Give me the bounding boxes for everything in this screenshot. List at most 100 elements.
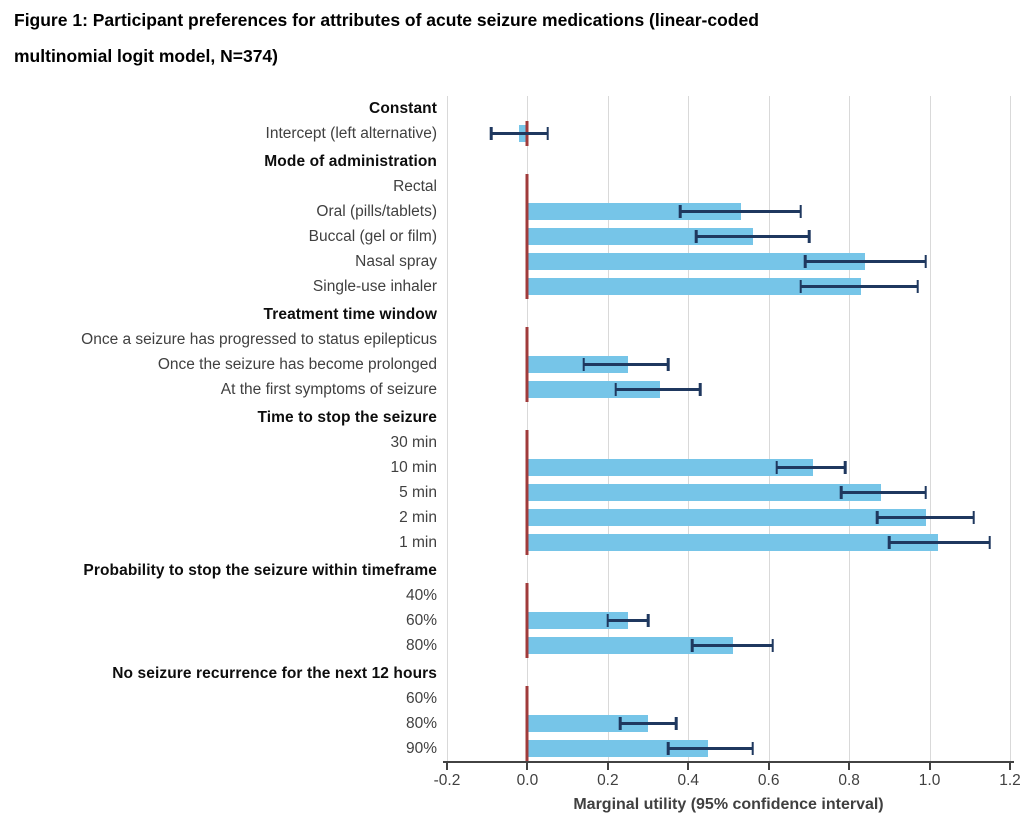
utility-bar <box>527 381 661 398</box>
group-header: Mode of administration <box>264 153 437 170</box>
error-bar-cap <box>646 614 650 627</box>
category-rows: Constant Intercept (left alternative) Mode… <box>0 96 1032 761</box>
error-bar <box>692 644 773 647</box>
axis-tick <box>687 763 690 770</box>
x-axis-line <box>443 761 1014 763</box>
gridline <box>929 96 931 761</box>
error-bar-cap <box>916 280 919 293</box>
error-bar-cap <box>751 742 754 755</box>
category-label: At the first symptoms of seizure <box>220 381 437 398</box>
plot-cell <box>447 352 1010 377</box>
plot-cell <box>447 736 1010 761</box>
group-header-row: Time to stop the seizure <box>0 405 1032 430</box>
zero-reference-line <box>525 583 529 608</box>
error-bar <box>776 466 846 469</box>
error-bar <box>889 541 990 544</box>
category-row: 90% <box>0 736 1032 761</box>
plot-cell <box>447 302 1010 327</box>
category-label: 80% <box>405 637 437 654</box>
utility-bar <box>527 253 866 270</box>
plot-cell <box>447 224 1010 249</box>
error-bar <box>619 722 677 725</box>
axis-tick-label: 0.8 <box>838 772 860 789</box>
zero-reference-line <box>525 352 529 377</box>
plot-cell <box>447 174 1010 199</box>
zero-reference-line <box>525 530 529 555</box>
category-row: 80% <box>0 633 1032 658</box>
error-bar-cap <box>489 127 493 140</box>
error-bar <box>615 388 701 391</box>
plot-cell <box>447 121 1010 146</box>
plot-cell <box>447 686 1010 711</box>
category-row: 60% <box>0 686 1032 711</box>
error-bar-cap <box>775 461 779 474</box>
plot-cell <box>447 633 1010 658</box>
category-row: 1 min <box>0 530 1032 555</box>
category-row: 2 min <box>0 505 1032 530</box>
category-row: 5 min <box>0 480 1032 505</box>
error-bar <box>668 747 753 750</box>
plot-cell <box>447 149 1010 174</box>
utility-bar <box>527 715 649 732</box>
utility-bar <box>527 740 709 757</box>
group-header-row: No seizure recurrence for the next 12 ho… <box>0 661 1032 686</box>
plot-cell <box>447 327 1010 352</box>
plot-cell <box>447 274 1010 299</box>
axis-tick-label: 1.0 <box>918 772 941 789</box>
group-header: Treatment time window <box>263 306 437 323</box>
category-row: Once a seizure has progressed to status … <box>0 327 1032 352</box>
category-label: Once a seizure has progressed to status … <box>81 331 437 348</box>
error-bar <box>491 132 548 135</box>
plot-cell <box>447 505 1010 530</box>
axis-tick-label: 1.2 <box>999 772 1021 789</box>
category-label: Nasal spray <box>355 253 437 270</box>
category-label: 30 min <box>390 434 437 451</box>
category-label: Once the seizure has become prolonged <box>157 356 437 373</box>
gridline <box>1010 96 1011 761</box>
error-bar-cap <box>606 614 610 627</box>
group-header-row: Constant <box>0 96 1032 121</box>
gridline <box>447 96 448 761</box>
group-header: Time to stop the seizure <box>257 409 437 426</box>
category-label: Oral (pills/tablets) <box>316 203 437 220</box>
error-bar-cap <box>674 717 678 730</box>
figure-title-line-2: multinomial logit model, N=374) <box>14 46 278 66</box>
error-bar-cap <box>666 358 670 371</box>
axis-tick <box>606 763 609 770</box>
zero-reference-line <box>525 480 529 505</box>
plot-cell <box>447 583 1010 608</box>
axis-tick <box>526 763 529 770</box>
category-row: 80% <box>0 711 1032 736</box>
axis-tick <box>1009 763 1011 770</box>
error-bar-cap <box>691 639 694 652</box>
category-row: Buccal (gel or film) <box>0 224 1032 249</box>
gridline <box>607 96 609 761</box>
plot-cell <box>447 430 1010 455</box>
utility-bar <box>527 484 882 501</box>
utility-bar <box>527 509 926 526</box>
figure-title: Figure 1: Participant preferences for at… <box>14 2 1019 74</box>
error-bar-cap <box>678 205 682 218</box>
zero-reference-line <box>525 430 529 455</box>
utility-bar <box>527 612 628 629</box>
zero-reference-line <box>525 249 529 274</box>
utility-bar <box>527 203 741 220</box>
error-bar-cap <box>803 255 807 268</box>
axis-tick <box>928 763 931 770</box>
plot-cell <box>447 377 1010 402</box>
zero-reference-line <box>525 686 529 711</box>
group-header: Probability to stop the seizure within t… <box>83 562 437 579</box>
error-bar-cap <box>666 742 670 755</box>
error-bar-cap <box>924 255 927 268</box>
error-bar <box>877 516 974 519</box>
plot-cell <box>447 608 1010 633</box>
category-row: Rectal <box>0 174 1032 199</box>
group-header-row: Mode of administration <box>0 149 1032 174</box>
error-bar-cap <box>972 511 976 524</box>
error-bar-cap <box>799 205 803 218</box>
axis-tick <box>767 763 770 770</box>
utility-bar <box>527 459 813 476</box>
plot-cell <box>447 455 1010 480</box>
error-bar-cap <box>807 230 811 243</box>
